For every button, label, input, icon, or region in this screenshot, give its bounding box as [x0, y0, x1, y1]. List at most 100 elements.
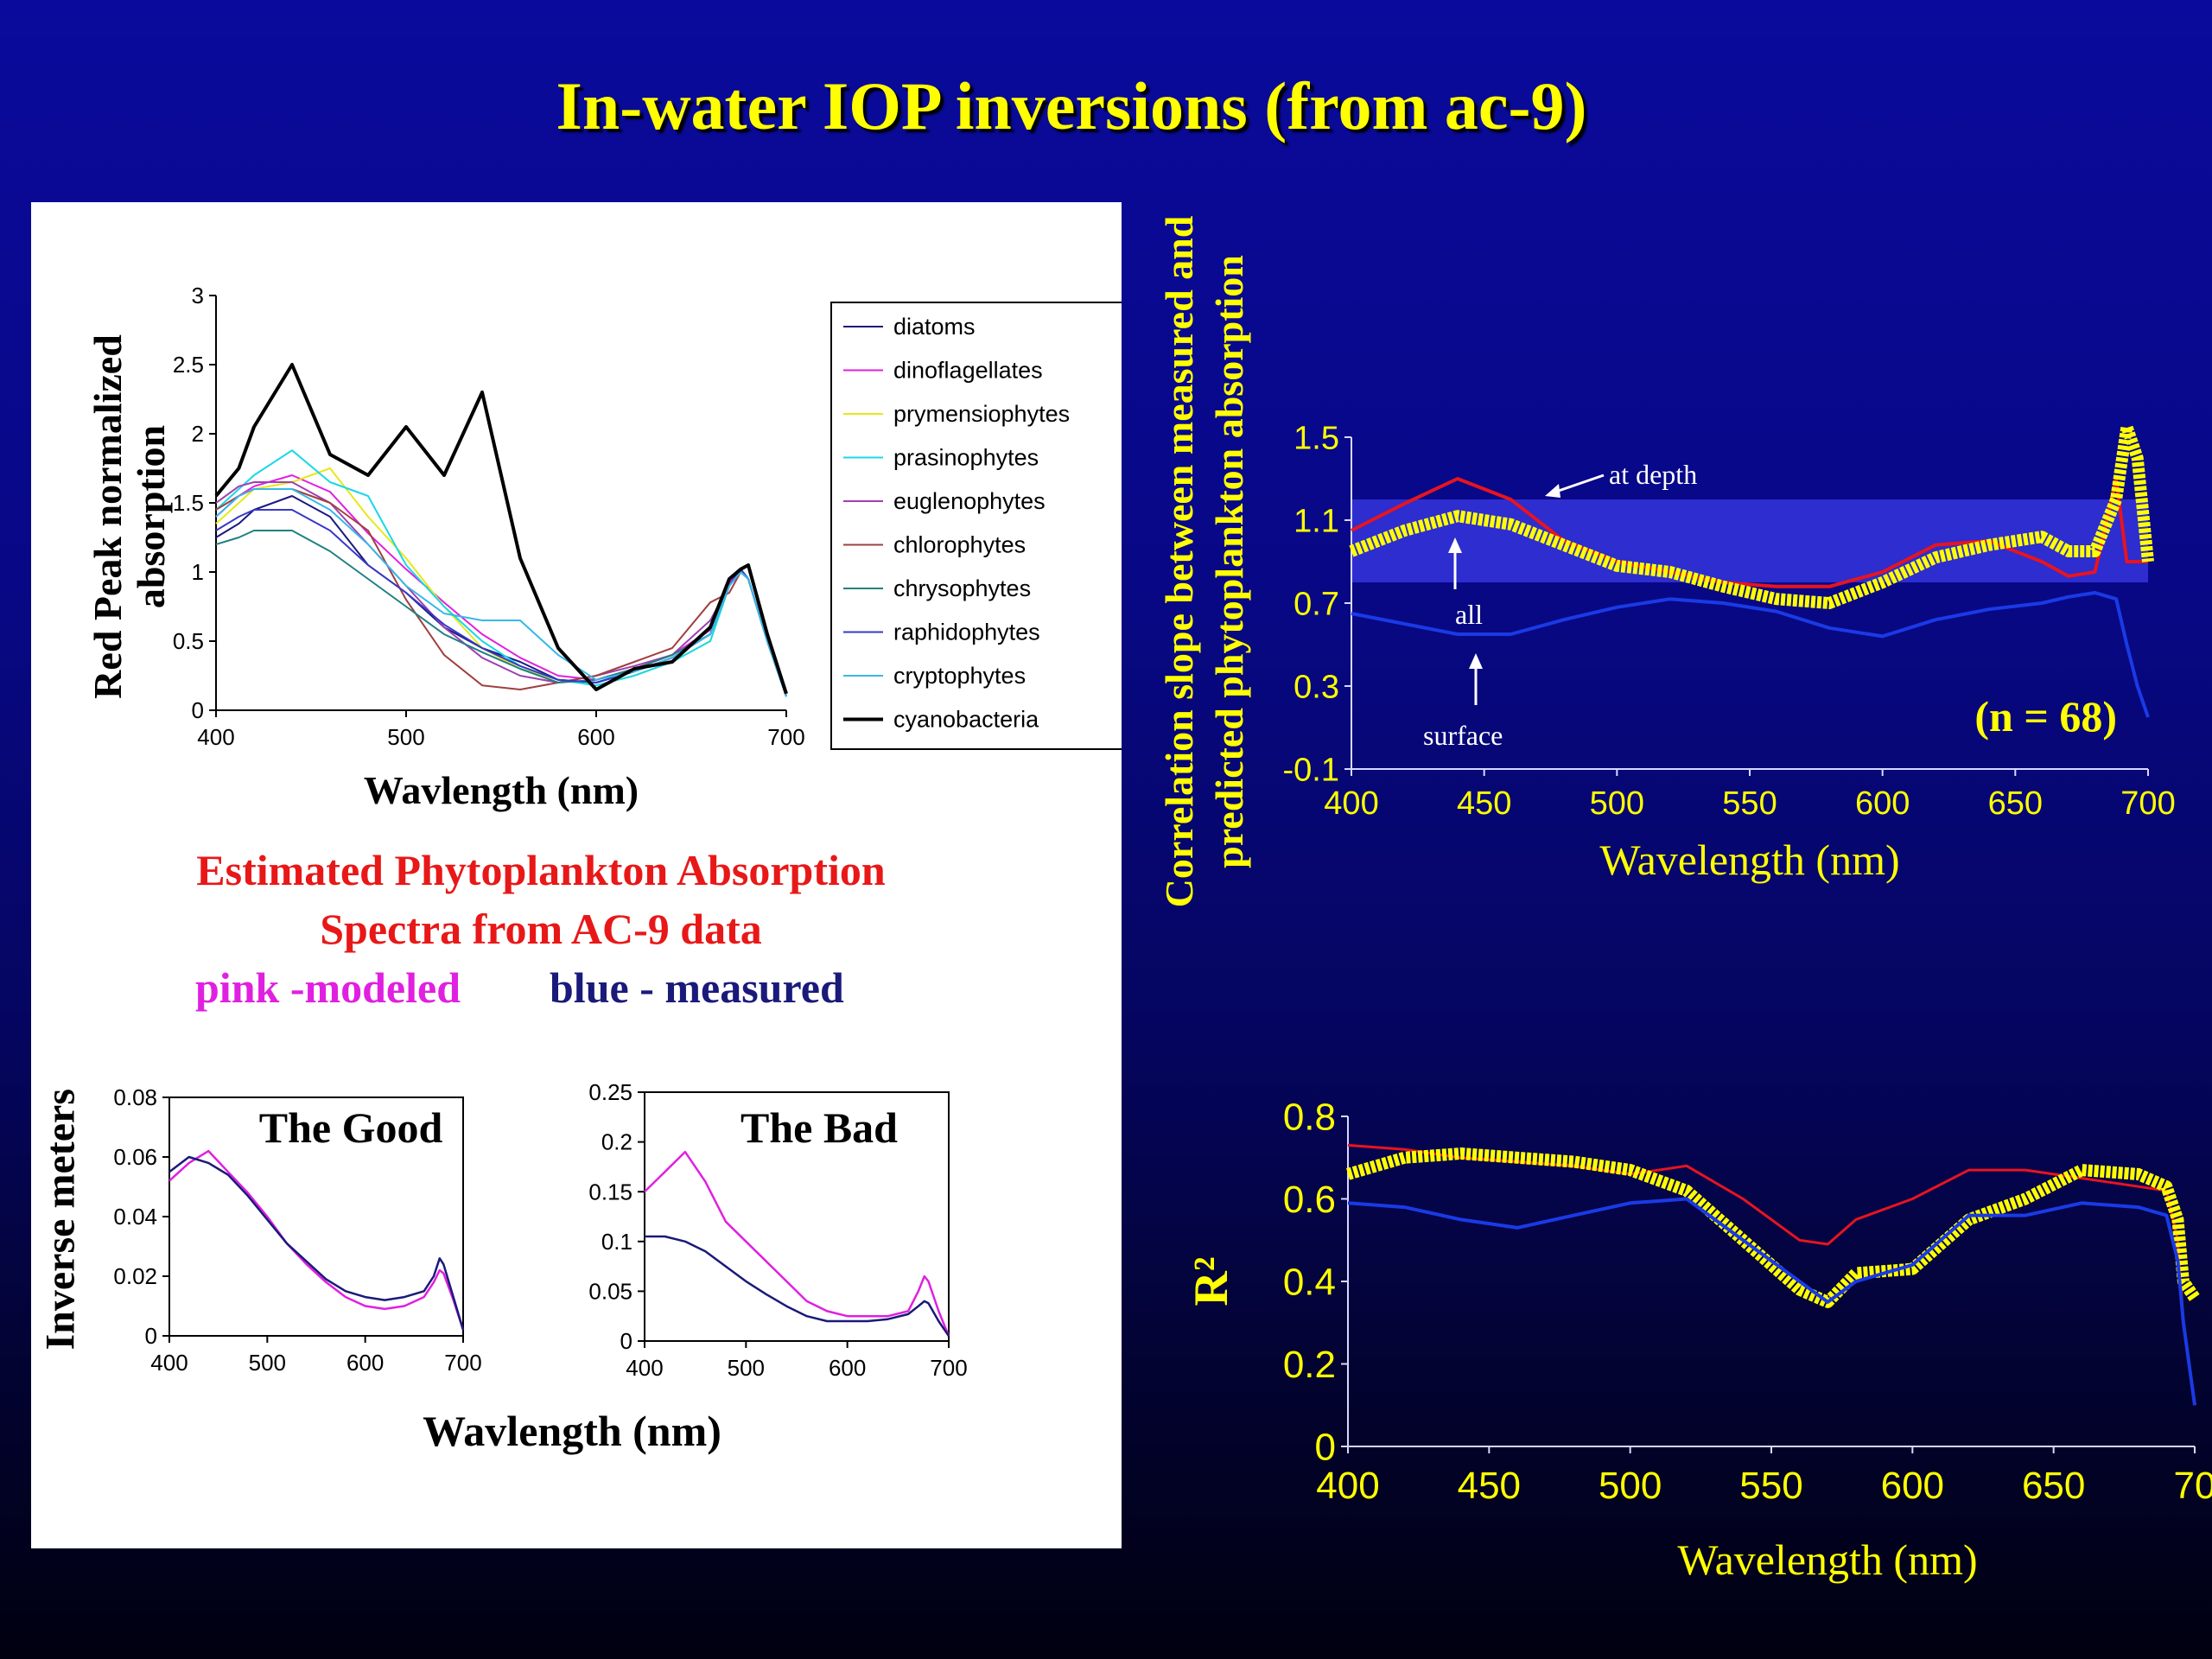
red-peak-series-prymensiophytes — [215, 467, 787, 697]
red-peak-legend-label: dinoflagellates — [893, 358, 1043, 384]
the-good-x-tick-label: 500 — [249, 1350, 286, 1376]
correlation-slope-x-tick-label: 500 — [1590, 785, 1644, 822]
correlation-slope-band — [1351, 499, 2148, 582]
the-good-y-tick-label: 0 — [145, 1323, 157, 1349]
the-good-x-tick-label: 600 — [346, 1350, 384, 1376]
the-good-series-modeled — [168, 1149, 465, 1331]
correlation-slope-x-tick-label: 400 — [1324, 785, 1378, 822]
the-bad-chart: 400 500 600 700 0 0.05 0.1 0.15 0.2 0.25 The Bad — [588, 1079, 967, 1381]
annotation-all: all — [1455, 599, 1483, 630]
correlation-slope-y-tick-label: 1.5 — [1294, 420, 1339, 456]
r-squared-x-tick-label: 400 — [1316, 1465, 1379, 1507]
legend-pink-modeled: pink -modeled — [195, 963, 461, 1012]
the-bad-y-tick-label: 0.2 — [601, 1129, 632, 1155]
caption-line2: Spectra from AC-9 data — [320, 905, 762, 953]
slope-x-axis-label: Wavelength (nm) — [1599, 836, 1899, 884]
the-bad-x-tick-label: 400 — [626, 1355, 663, 1381]
red-peak-series-dinoflagellates — [215, 474, 787, 697]
the-bad-x-tick-label: 700 — [930, 1355, 967, 1381]
r-squared-x-tick-label: 70 — [2174, 1465, 2212, 1507]
correlation-slope-series-surface — [1351, 591, 2150, 718]
r-squared-x-tick-label: 550 — [1739, 1465, 1802, 1507]
red-peak-x-tick-label: 700 — [767, 724, 804, 750]
red-peak-chart: 400 500 600 700 0 0.5 1 1.5 2 2.5 3 Wavlength (nm) R… — [86, 283, 1122, 812]
red-peak-y-tick-label: 2 — [192, 421, 204, 447]
red-peak-x-axis-label: Wavlength (nm) — [364, 768, 639, 812]
correlation-slope-y-tick-label: 0.3 — [1294, 669, 1339, 705]
r-squared-chart: 400 450 500 550 600 650 7000.20.40.60.8Wavelen… — [1185, 1096, 2212, 1584]
red-peak-y-tick-label: 2.5 — [173, 352, 204, 378]
red-peak-legend-label: chrysophytes — [893, 575, 1031, 601]
annotation-all-arrowhead — [1448, 537, 1462, 553]
r-squared-series-yellow — [1346, 1147, 2200, 1308]
slope-y-axis-label-line1: Correlation slope between measured and — [1157, 215, 1201, 907]
the-bad-series-measured — [645, 1235, 950, 1337]
red-peak-series-raphidophytes — [215, 509, 787, 697]
correlation-slope-x-tick-label: 450 — [1457, 785, 1511, 822]
red-peak-y-tick-label: 1.5 — [173, 490, 204, 516]
r2-y-axis-label: R² — [1185, 1256, 1238, 1306]
the-bad-plot-frame — [644, 1091, 950, 1342]
legend-blue-measured: blue - measured — [550, 963, 844, 1012]
r-squared-x-tick-label: 450 — [1458, 1465, 1521, 1507]
the-bad-series-modeled — [644, 1150, 950, 1337]
the-good-series-measured — [168, 1155, 465, 1331]
red-peak-legend-label: cryptophytes — [893, 663, 1026, 689]
annotation-at-depth-arrowhead — [1545, 484, 1560, 498]
the-bad-y-tick-label: 0.1 — [601, 1229, 632, 1255]
the-good-x-tick-label: 700 — [444, 1350, 481, 1376]
correlation-slope-x-tick-label: 650 — [1988, 785, 2043, 822]
r-squared-series-blue — [1347, 1197, 2196, 1406]
the-bad-y-tick-label: 0.15 — [588, 1179, 632, 1205]
slope-y-axis-label-line2: predicted phytoplankton absorption — [1207, 255, 1251, 868]
annotation-surface-arrowhead — [1469, 653, 1483, 669]
red-peak-y-axis-label-line1: Red Peak normalized — [86, 334, 130, 699]
red-peak-y-tick-label: 3 — [192, 283, 204, 308]
n-label: (n = 68) — [1974, 692, 2117, 741]
the-bad-y-tick-label: 0.25 — [588, 1079, 632, 1105]
caption-line1: Estimated Phytoplankton Absorption — [196, 846, 886, 894]
correlation-slope-x-tick-label: 700 — [2120, 785, 2175, 822]
red-peak-y-tick-label: 0 — [192, 697, 204, 723]
correlation-slope-x-tick-label: 600 — [1855, 785, 1910, 822]
red-peak-legend-label: raphidophytes — [893, 620, 1040, 645]
red-peak-series-chlorophytes — [215, 488, 787, 697]
r2-x-axis-label: Wavelength (nm) — [1677, 1535, 1977, 1584]
r-squared-x-tick-label: 600 — [1881, 1465, 1944, 1507]
red-peak-series-cryptophytes — [215, 488, 787, 697]
r-squared-y-tick-label: 0.8 — [1283, 1096, 1336, 1138]
red-peak-legend-label: chlorophytes — [893, 532, 1026, 558]
red-peak-x-tick-label: 400 — [197, 724, 234, 750]
correlation-slope-y-tick-label: -0.1 — [1283, 752, 1339, 788]
the-bad-x-tick-label: 500 — [728, 1355, 765, 1381]
red-peak-y-axis-label: Red Peak normalizedabsorption — [86, 334, 173, 699]
red-peak-y-axis-label-line2: absorption — [129, 425, 173, 608]
red-peak-legend-box — [830, 302, 1122, 750]
red-peak-legend-label: euglenophytes — [893, 488, 1046, 514]
the-bad-x-tick-label: 600 — [829, 1355, 866, 1381]
the-bad-title: The Bad — [741, 1103, 898, 1152]
correlation-slope-chart: 400 450 500 550 600 650 700 -0.1 0.3 0.7 1.1 1.5 Wav… — [1157, 215, 2176, 907]
annotation-at-depth: at depth — [1609, 459, 1697, 490]
the-good-y-tick-label: 0.06 — [113, 1144, 157, 1170]
the-bad-y-tick-label: 0 — [620, 1328, 632, 1354]
correlation-slope-series-all — [1349, 421, 2154, 609]
red-peak-legend-label: prasinophytes — [893, 445, 1039, 471]
correlation-slope-y-tick-label: 1.1 — [1294, 503, 1339, 539]
the-good-x-tick-label: 400 — [150, 1350, 188, 1376]
r-squared-x-tick-label: 650 — [2022, 1465, 2085, 1507]
bottom-y-axis-label: Inverse meters — [37, 1088, 84, 1351]
the-good-chart: 400 500 600 700 0 0.02 0.04 0.06 0.08 The Good — [113, 1084, 481, 1376]
bottom-x-axis-label: Wavlength (nm) — [423, 1407, 721, 1455]
r-squared-y-tick-label: 0.6 — [1283, 1179, 1336, 1221]
red-peak-y-tick-label: 1 — [192, 559, 204, 585]
red-peak-x-tick-label: 500 — [387, 724, 424, 750]
red-peak-legend-label: diatoms — [893, 314, 976, 340]
correlation-slope-y-tick-label: 0.7 — [1294, 586, 1339, 622]
annotation-at-depth-arrow — [1553, 474, 1605, 494]
the-good-title: The Good — [259, 1103, 443, 1152]
red-peak-y-tick-label: 0.5 — [173, 628, 204, 654]
r-squared-series-red — [1347, 1143, 2196, 1406]
r-squared-y-tick-label: 0.4 — [1283, 1261, 1336, 1303]
r-squared-y-tick-label: 0.2 — [1283, 1344, 1336, 1386]
